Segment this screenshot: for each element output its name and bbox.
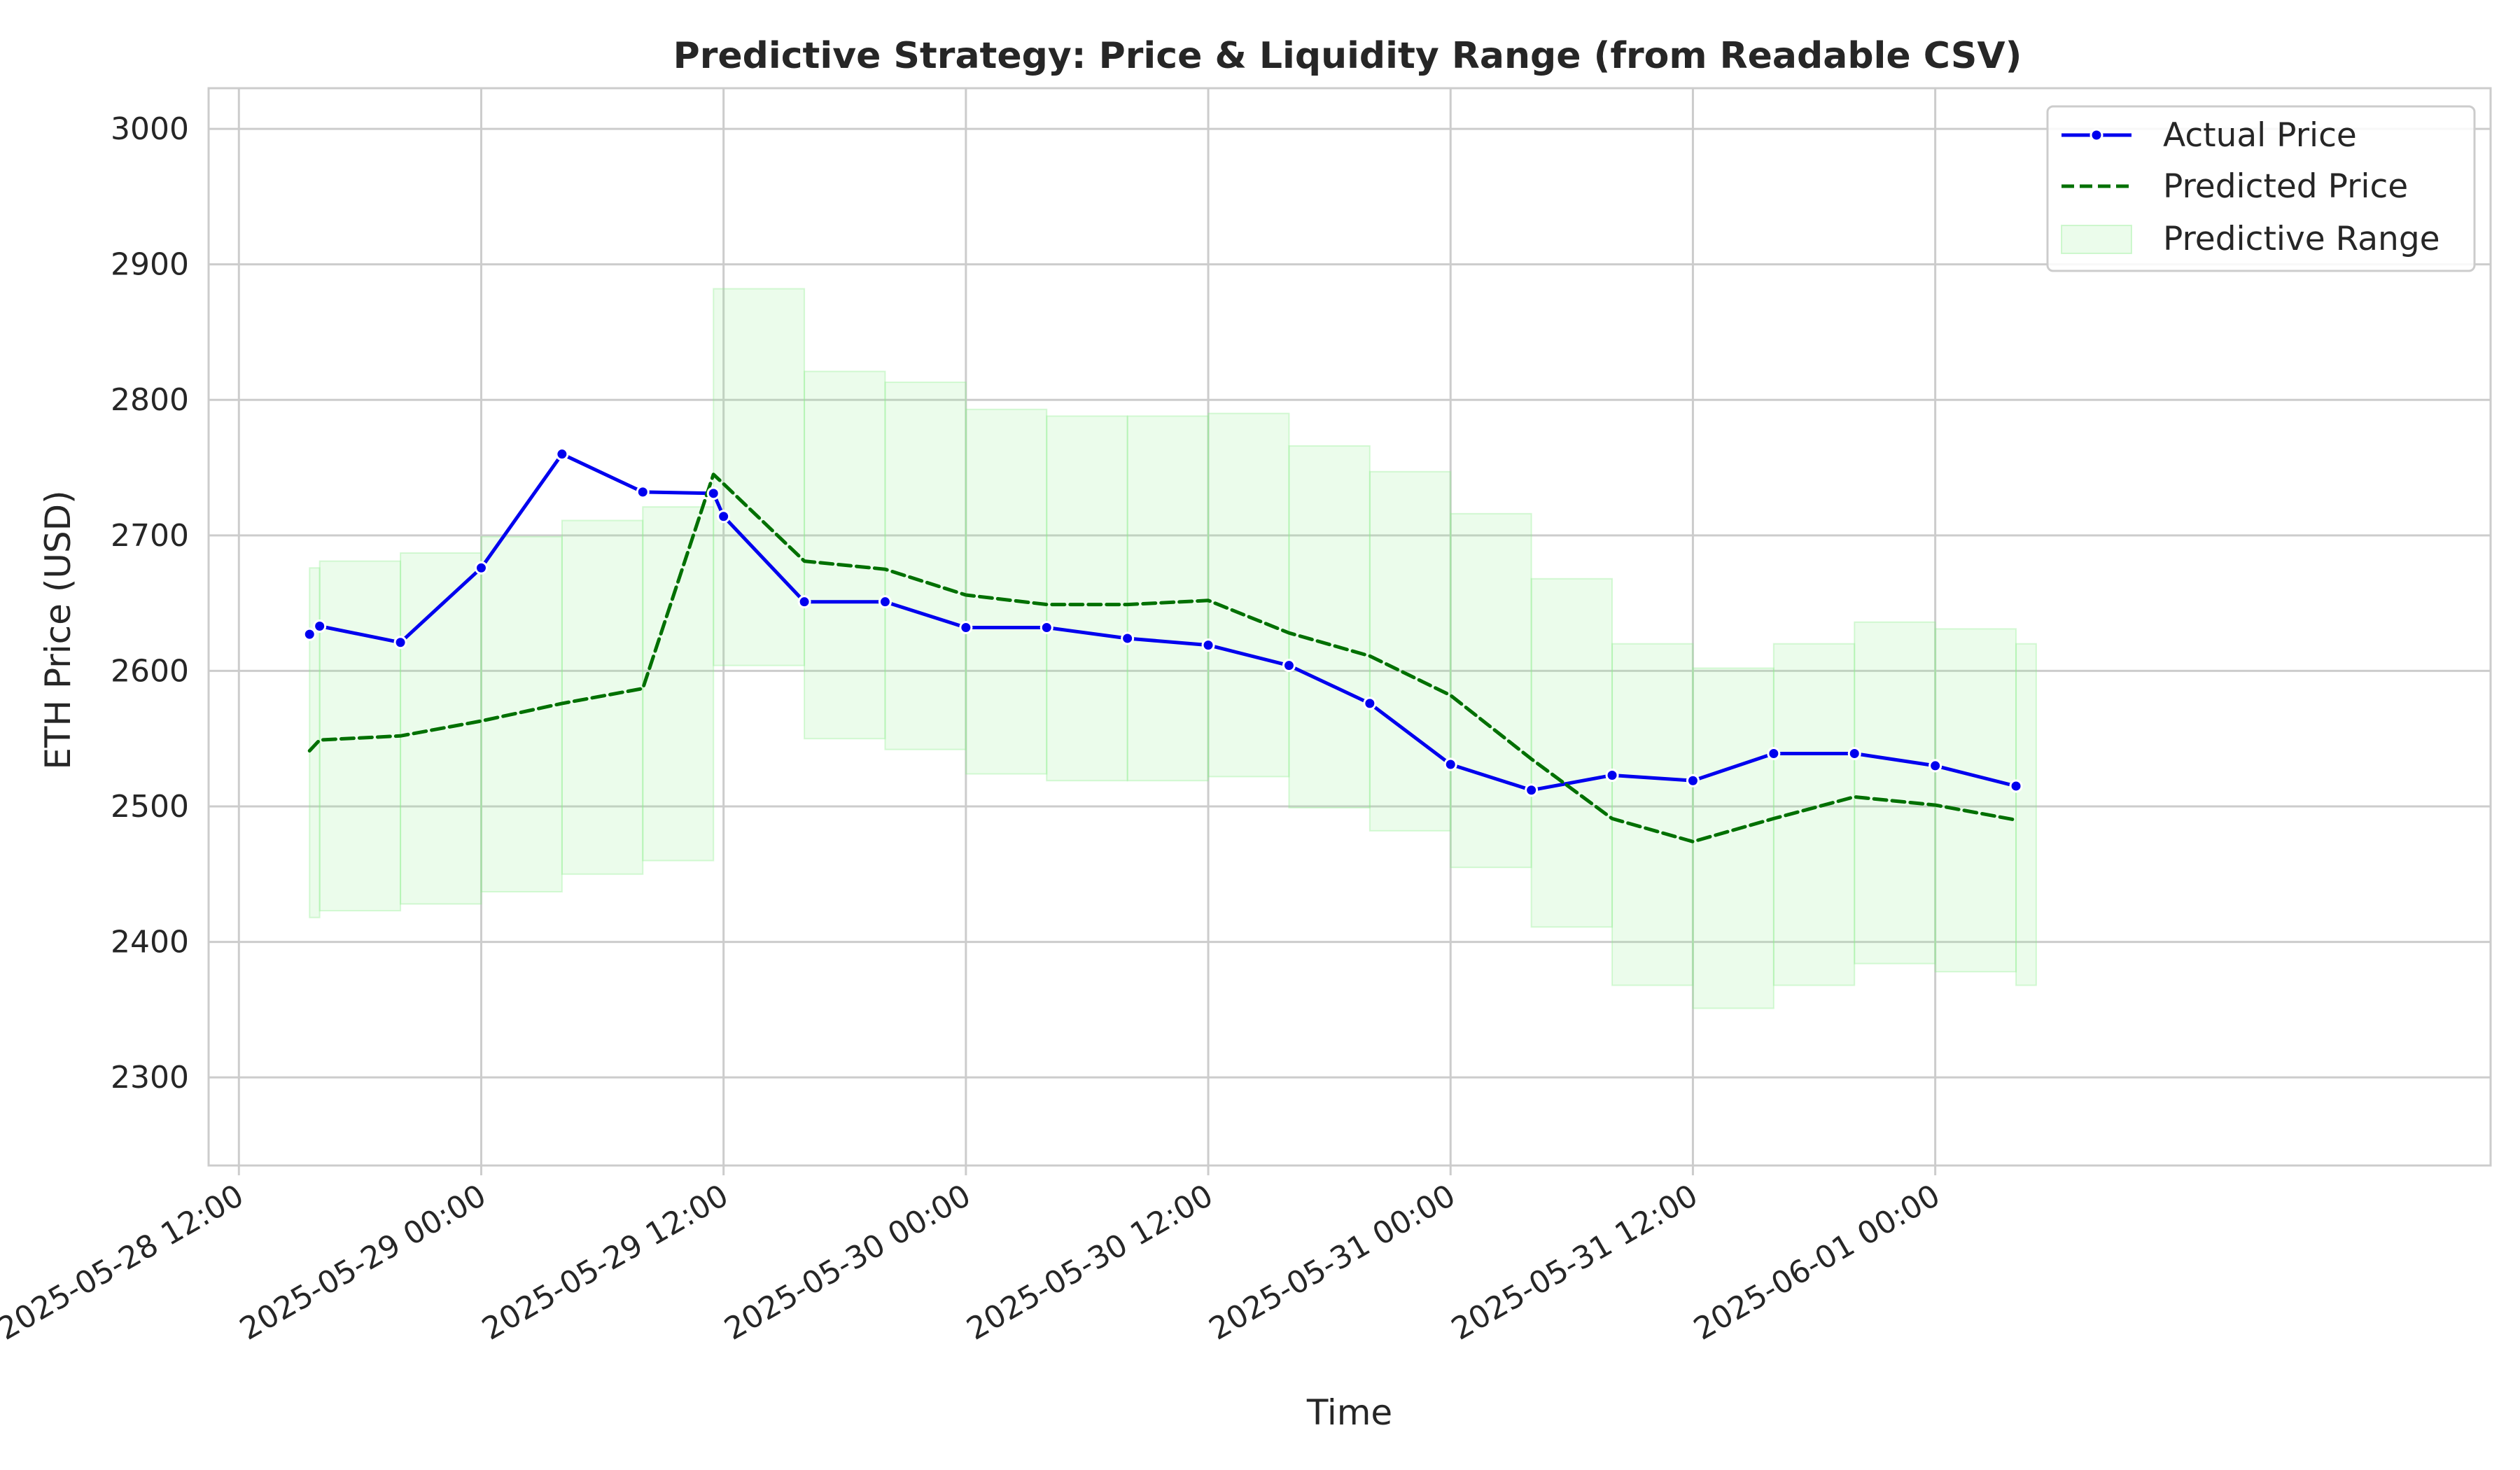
actual-price-point xyxy=(1363,696,1377,710)
y-tick-label: 2500 xyxy=(111,789,189,825)
actual-price-point xyxy=(717,510,731,524)
predictive-range-band xyxy=(1854,621,1936,965)
y-tick-label: 2300 xyxy=(111,1060,189,1096)
actual-price-point xyxy=(1767,747,1781,761)
actual-price-point xyxy=(1686,774,1700,788)
actual-price-point xyxy=(1525,783,1539,797)
legend-box xyxy=(2046,105,2476,272)
legend-actual-price-marker xyxy=(2090,128,2104,142)
predictive-range-band xyxy=(1368,470,1452,832)
predictive-range-band xyxy=(480,536,563,892)
predictive-range-band xyxy=(1046,415,1128,782)
x-axis-title: Time xyxy=(1306,1392,1392,1433)
predictive-range-band xyxy=(1450,512,1532,869)
actual-price-point xyxy=(474,561,488,575)
legend-label-actual-price: Actual Price xyxy=(2163,116,2357,155)
y-tick-label: 2700 xyxy=(111,518,189,554)
series-layer xyxy=(302,447,2023,844)
actual-price-point xyxy=(636,485,650,499)
y-tick-label: 2600 xyxy=(111,653,189,689)
actual-price-point xyxy=(1201,638,1215,652)
predictive-range-band xyxy=(1208,412,1290,778)
actual-price-point xyxy=(393,636,407,650)
actual-price-point xyxy=(1443,757,1457,771)
predictive-range-band xyxy=(713,288,806,666)
chart-title: Predictive Strategy: Price & Liquidity R… xyxy=(673,35,2022,77)
actual-price-point xyxy=(959,620,973,634)
actual-price-point xyxy=(706,486,720,500)
predictive-range-band xyxy=(884,382,967,750)
actual-price-point xyxy=(1928,759,1942,773)
y-tick-label: 2400 xyxy=(111,925,189,960)
y-tick-label: 3000 xyxy=(111,111,189,147)
predictive-range-band xyxy=(1934,628,2017,973)
actual-price-point xyxy=(1040,620,1054,634)
actual-price-point xyxy=(313,620,327,634)
predictive-range-band xyxy=(1611,643,1694,986)
predictive-range-band xyxy=(1288,445,1371,808)
actual-price-point xyxy=(797,595,811,609)
predictive-range-band xyxy=(1530,578,1614,928)
predictive-range-band xyxy=(309,567,321,918)
predictive-range-band xyxy=(804,370,886,740)
actual-price-point xyxy=(878,595,892,609)
plot-frame-layer xyxy=(207,87,2492,1167)
y-axis-title: ETH Price (USD) xyxy=(38,490,78,769)
predictive-range-band xyxy=(642,506,715,862)
legend-label-predicted-price: Predicted Price xyxy=(2163,167,2408,206)
predictive-range-band xyxy=(2015,643,2037,986)
actual-price-point xyxy=(555,447,569,461)
legend-label-predictive-range: Predictive Range xyxy=(2163,220,2440,258)
actual-price-point xyxy=(1121,631,1135,645)
predictive-range-band xyxy=(1126,415,1210,782)
actual-price-point xyxy=(1605,768,1619,782)
actual-price-line xyxy=(307,452,2018,792)
predicted-price-line xyxy=(307,472,2018,844)
actual-price-point xyxy=(302,627,316,641)
y-tick-label: 2800 xyxy=(111,382,189,418)
y-tick-label: 2900 xyxy=(111,247,189,283)
legend-predictive-range-swatch xyxy=(2061,225,2132,254)
plot-frame xyxy=(207,87,2492,1167)
actual-price-point xyxy=(1282,659,1296,673)
actual-price-point xyxy=(1847,747,1861,761)
predictive-range-band xyxy=(965,408,1048,775)
actual-price-point xyxy=(2009,779,2023,793)
chart-legend: Actual Price Predicted Price Predictive … xyxy=(2046,105,2476,272)
